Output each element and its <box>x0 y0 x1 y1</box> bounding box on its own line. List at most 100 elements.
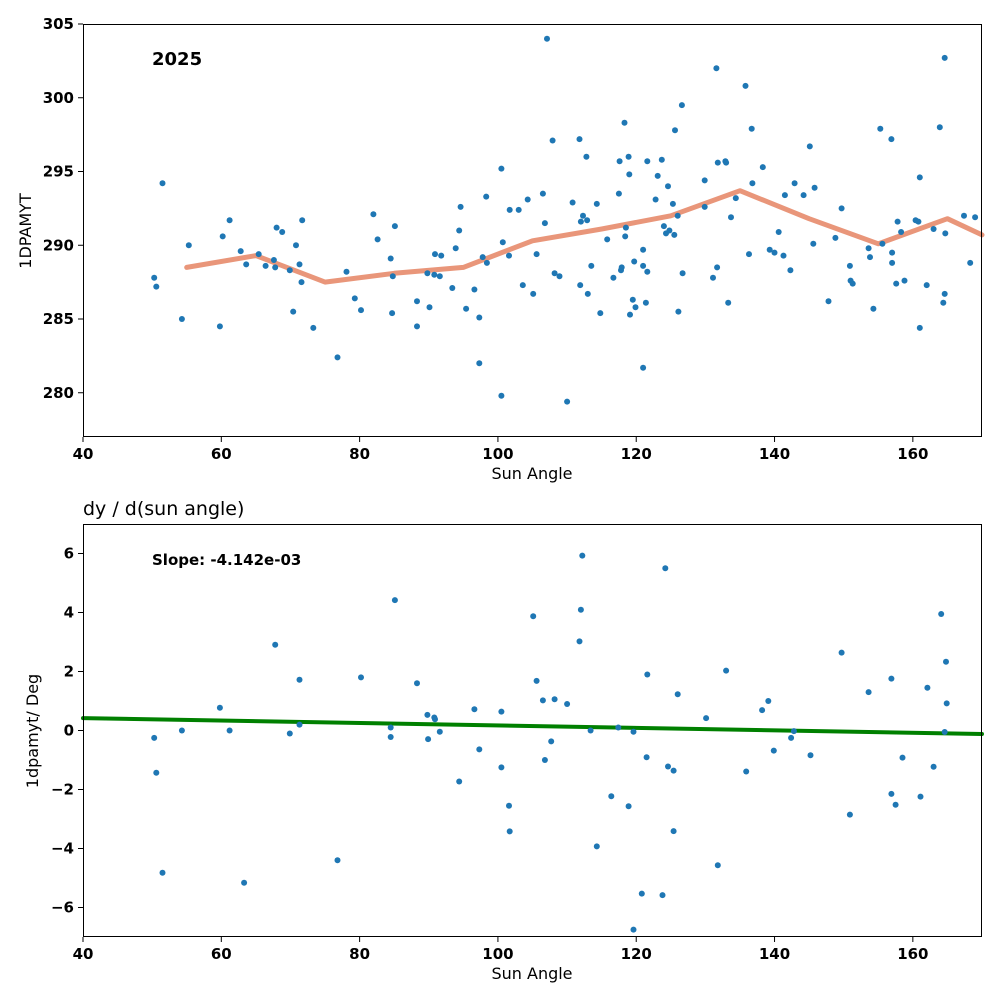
top-data-point <box>627 311 633 318</box>
top-data-point <box>665 183 671 190</box>
top-data-point <box>286 267 293 274</box>
top-data-point <box>679 270 686 277</box>
bottom-data-point <box>788 734 795 741</box>
top-data-point <box>438 252 445 259</box>
top-data-point <box>597 310 604 317</box>
top-data-point <box>780 252 787 259</box>
top-data-point <box>961 212 967 219</box>
top-data-point <box>746 251 752 258</box>
top-data-point <box>972 214 979 221</box>
top-data-point <box>644 158 651 165</box>
top-data-point <box>615 190 622 197</box>
top-data-point <box>463 305 470 312</box>
top-y-tick-label: 285 <box>43 310 74 328</box>
top-data-point <box>604 236 611 243</box>
top-data-point <box>436 273 443 280</box>
bottom-data-point <box>456 778 463 785</box>
top-data-point <box>556 273 563 280</box>
top-data-point <box>666 227 673 234</box>
bottom-data-point <box>608 793 615 800</box>
top-data-point <box>701 177 708 184</box>
top-data-point <box>374 236 381 243</box>
top-data-point <box>701 203 708 210</box>
top-data-point <box>669 200 676 207</box>
top-data-point <box>640 262 647 269</box>
top-data-point <box>930 226 937 232</box>
top-data-point <box>771 249 778 256</box>
top-data-point <box>577 282 584 289</box>
top-data-point <box>658 156 665 163</box>
top-data-point <box>456 227 463 234</box>
bottom-data-point <box>943 658 949 665</box>
top-data-point <box>272 264 279 271</box>
top-data-point <box>825 298 832 305</box>
top-data-point <box>942 230 949 237</box>
top-data-point <box>576 136 583 143</box>
bottom-data-point <box>551 696 558 703</box>
top-data-point <box>279 229 286 235</box>
top-data-point <box>879 240 886 247</box>
top-data-point <box>471 286 478 293</box>
top-data-point <box>498 165 505 172</box>
bottom-data-point <box>576 638 583 645</box>
top-plot-frame <box>83 24 982 437</box>
top-data-point <box>255 251 262 258</box>
bottom-data-point <box>674 691 681 698</box>
top-data-point <box>533 251 540 258</box>
top-data-point <box>775 229 782 235</box>
top-line-layer <box>184 188 985 285</box>
top-data-point <box>791 180 798 187</box>
top-data-point <box>431 271 438 278</box>
top-data-point <box>898 229 905 235</box>
subplot-bottom: 40 60 80 100 120 140 160 −6 −4 −2 0 2 4 6 dy / d(sun… <box>23 498 984 983</box>
bottom-data-point <box>425 736 432 743</box>
bottom-x-tick-label: 160 <box>897 945 928 963</box>
top-data-point <box>506 206 513 213</box>
top-data-point <box>916 174 923 181</box>
top-data-point <box>577 218 584 225</box>
top-data-point <box>652 196 659 203</box>
bottom-data-point <box>846 811 853 818</box>
top-data-point <box>544 35 550 42</box>
top-data-point <box>631 258 638 265</box>
top-data-point <box>449 285 456 291</box>
top-data-point <box>660 223 667 230</box>
top-data-point <box>940 299 947 306</box>
top-data-point <box>811 184 818 191</box>
top-data-point <box>923 282 930 289</box>
top-data-point <box>877 125 884 132</box>
bottom-data-point <box>579 552 586 559</box>
bottom-data-point <box>391 597 398 604</box>
top-data-point <box>749 180 756 187</box>
bottom-data-point <box>498 764 505 771</box>
top-data-point <box>539 190 546 197</box>
top-data-point <box>621 119 628 126</box>
top-points-layer <box>151 35 979 405</box>
top-data-point <box>290 308 297 315</box>
top-y-tick-label: 290 <box>43 236 74 254</box>
top-data-point <box>732 195 739 202</box>
top-data-point <box>787 267 794 274</box>
top-y-tick-label: 300 <box>43 89 74 107</box>
top-data-point <box>622 224 629 231</box>
top-data-point <box>713 65 720 72</box>
bottom-data-point <box>241 879 248 886</box>
bottom-points-layer <box>151 552 950 933</box>
bottom-data-point <box>917 793 924 800</box>
bottom-x-ticks: 40 60 80 100 120 140 160 <box>73 937 929 963</box>
top-data-point <box>580 212 586 219</box>
top-data-point <box>564 398 571 405</box>
top-data-point <box>226 217 233 224</box>
bottom-y-tick-label: 0 <box>64 722 74 740</box>
top-data-point <box>457 203 464 210</box>
top-data-point <box>270 257 277 263</box>
top-data-point <box>678 102 685 109</box>
bottom-data-point <box>662 565 669 572</box>
bottom-data-point <box>424 711 431 718</box>
top-data-point <box>916 324 923 331</box>
bottom-y-tick-label: 2 <box>64 663 74 681</box>
top-y-tick-label: 295 <box>43 163 74 181</box>
top-data-point <box>584 290 591 297</box>
bottom-data-point <box>593 843 600 850</box>
top-data-point <box>262 262 269 269</box>
